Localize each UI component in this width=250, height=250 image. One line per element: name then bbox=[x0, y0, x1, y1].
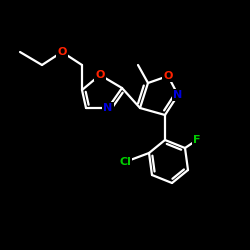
Text: O: O bbox=[57, 47, 67, 57]
Text: F: F bbox=[193, 135, 201, 145]
Text: N: N bbox=[174, 90, 182, 100]
Text: O: O bbox=[95, 70, 105, 80]
Text: N: N bbox=[104, 103, 112, 113]
Text: Cl: Cl bbox=[119, 157, 131, 167]
Text: O: O bbox=[163, 71, 173, 81]
